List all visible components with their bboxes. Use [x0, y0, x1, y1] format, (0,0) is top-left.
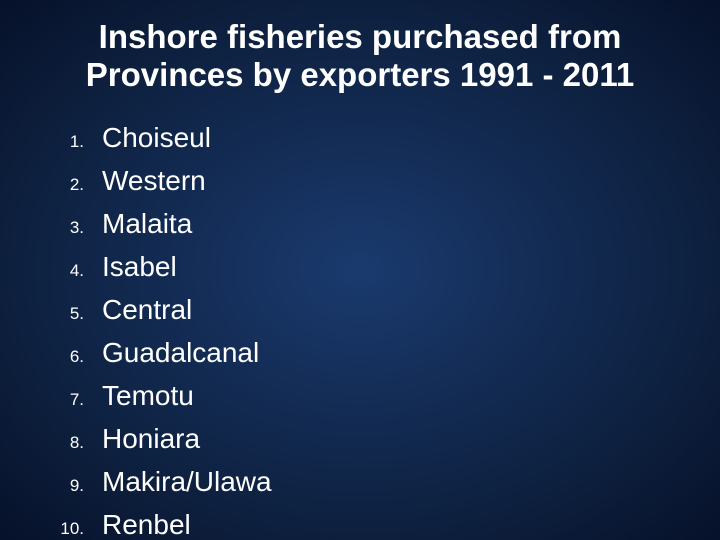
list-item: 6. Guadalcanal	[60, 337, 680, 369]
list-number: 7.	[60, 390, 102, 410]
list-label: Makira/Ulawa	[102, 466, 272, 498]
list-item: 7. Temotu	[60, 380, 680, 412]
list-number: 6.	[60, 347, 102, 367]
list-label: Choiseul	[102, 122, 211, 154]
list-number: 8.	[60, 433, 102, 453]
list-label: Isabel	[102, 251, 177, 283]
list-label: Guadalcanal	[102, 337, 259, 369]
list-number: 9.	[60, 476, 102, 496]
list-number: 1.	[60, 132, 102, 152]
list-item: 4. Isabel	[60, 251, 680, 283]
list-label: Renbel	[102, 509, 191, 540]
list-number: 2.	[60, 175, 102, 195]
list-item: 5. Central	[60, 294, 680, 326]
list-item: 1. Choiseul	[60, 122, 680, 154]
list-item: 3. Malaita	[60, 208, 680, 240]
list-item: 2. Western	[60, 165, 680, 197]
list-number: 4.	[60, 261, 102, 281]
list-label: Honiara	[102, 423, 200, 455]
list-label: Western	[102, 165, 206, 197]
list-item: 8. Honiara	[60, 423, 680, 455]
list-number: 5.	[60, 304, 102, 324]
province-list: 1. Choiseul 2. Western 3. Malaita 4. Isa…	[40, 122, 680, 540]
slide-title: Inshore fisheries purchased from Provinc…	[40, 18, 680, 94]
slide: Inshore fisheries purchased from Provinc…	[0, 0, 720, 540]
list-label: Malaita	[102, 208, 192, 240]
list-label: Temotu	[102, 380, 194, 412]
list-number: 10.	[60, 519, 102, 539]
list-item: 9. Makira/Ulawa	[60, 466, 680, 498]
list-label: Central	[102, 294, 192, 326]
list-number: 3.	[60, 218, 102, 238]
list-item: 10. Renbel	[60, 509, 680, 540]
